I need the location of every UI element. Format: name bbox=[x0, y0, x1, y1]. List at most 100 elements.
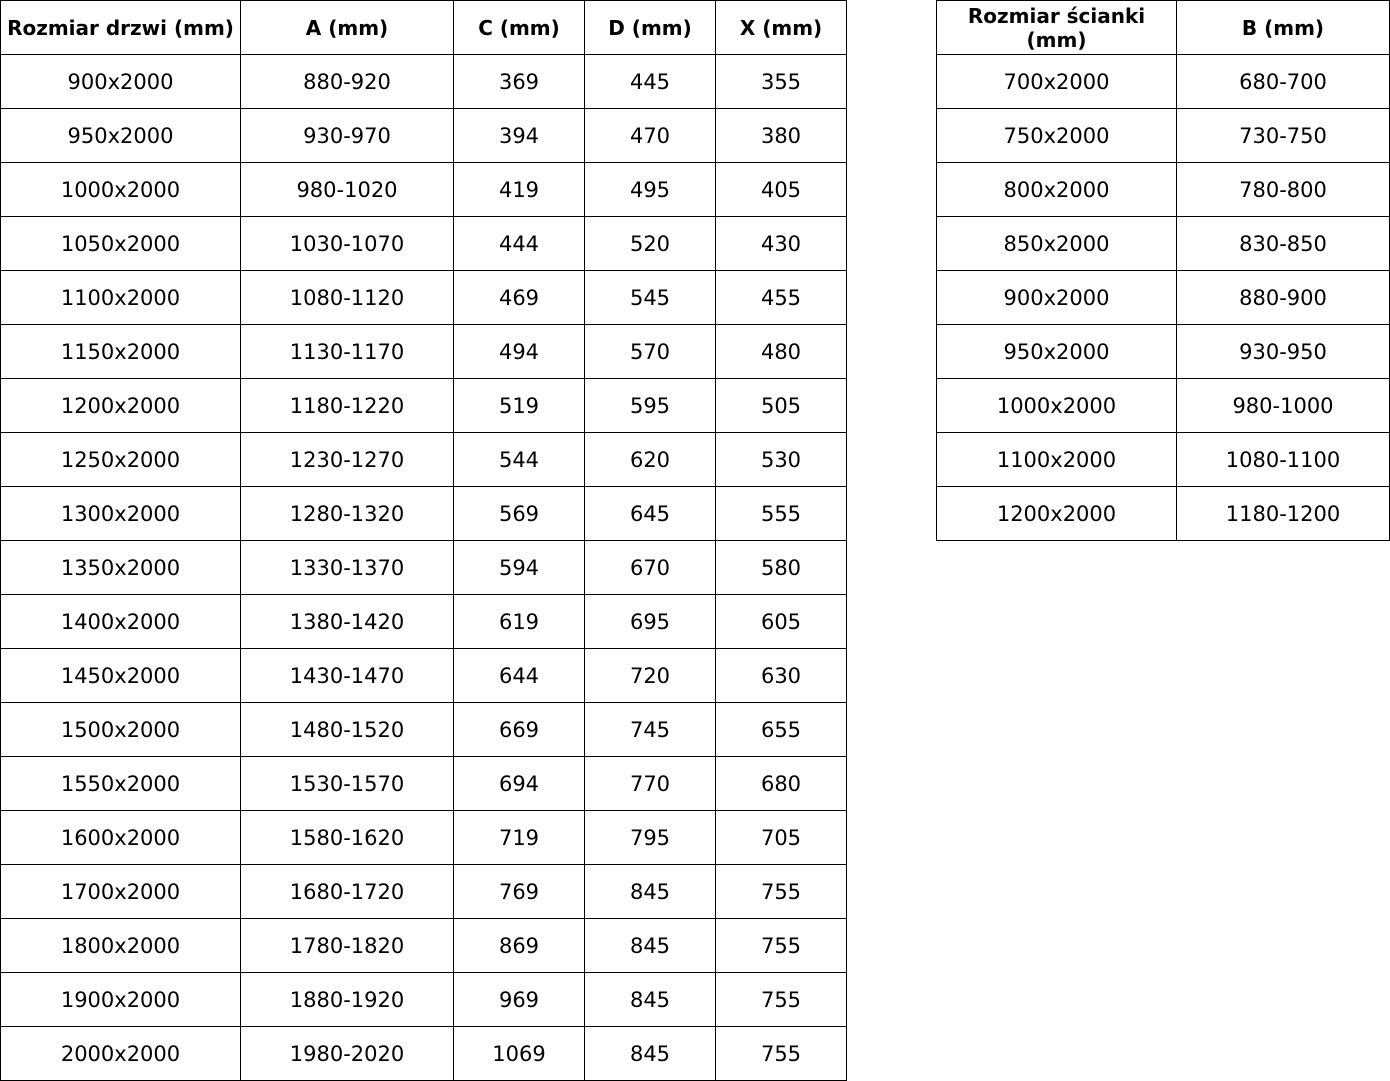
table-cell: 1280-1320 bbox=[240, 486, 454, 541]
table-cell: 719 bbox=[453, 810, 585, 865]
table-cell: 394 bbox=[453, 108, 585, 163]
table-cell: 480 bbox=[715, 324, 847, 379]
table-cell: 880-920 bbox=[240, 54, 454, 109]
table-cell: 1780-1820 bbox=[240, 918, 454, 973]
table-cell: 680-700 bbox=[1176, 54, 1390, 109]
table-cell: 1580-1620 bbox=[240, 810, 454, 865]
table-cell: 1300x2000 bbox=[0, 486, 241, 541]
table-cell: 419 bbox=[453, 162, 585, 217]
table-cell: 1980-2020 bbox=[240, 1026, 454, 1081]
column-header: Rozmiar drzwi (mm) bbox=[0, 0, 241, 55]
table-cell: 645 bbox=[584, 486, 716, 541]
table-cell: 444 bbox=[453, 216, 585, 271]
table-cell: 695 bbox=[584, 594, 716, 649]
table-cell: 1069 bbox=[453, 1026, 585, 1081]
table-cell: 1100x2000 bbox=[0, 270, 241, 325]
table-row: 1500x2000 1480-1520 669 745 655 bbox=[0, 702, 847, 757]
table-row: 1250x2000 1230-1270 544 620 530 bbox=[0, 432, 847, 487]
table-cell: 1700x2000 bbox=[0, 864, 241, 919]
table-cell: 1200x2000 bbox=[0, 378, 241, 433]
table-cell: 1150x2000 bbox=[0, 324, 241, 379]
table-row: 1600x2000 1580-1620 719 795 705 bbox=[0, 810, 847, 865]
table-cell: 1130-1170 bbox=[240, 324, 454, 379]
table-row: 1450x2000 1430-1470 644 720 630 bbox=[0, 648, 847, 703]
table-cell: 520 bbox=[584, 216, 716, 271]
table-cell: 694 bbox=[453, 756, 585, 811]
table-cell: 745 bbox=[584, 702, 716, 757]
column-header: X (mm) bbox=[715, 0, 847, 55]
table-cell: 1250x2000 bbox=[0, 432, 241, 487]
table-cell: 1400x2000 bbox=[0, 594, 241, 649]
table-cell: 830-850 bbox=[1176, 216, 1390, 271]
table-row: 700x2000 680-700 bbox=[936, 54, 1390, 109]
table-cell: 605 bbox=[715, 594, 847, 649]
table-row: 1300x2000 1280-1320 569 645 555 bbox=[0, 486, 847, 541]
table-cell: 845 bbox=[584, 972, 716, 1027]
table-cell: 569 bbox=[453, 486, 585, 541]
table-cell: 1180-1220 bbox=[240, 378, 454, 433]
table-cell: 950x2000 bbox=[0, 108, 241, 163]
table-cell: 1680-1720 bbox=[240, 864, 454, 919]
table-cell: 470 bbox=[584, 108, 716, 163]
table-cell: 669 bbox=[453, 702, 585, 757]
table-cell: 980-1020 bbox=[240, 162, 454, 217]
table-cell: 555 bbox=[715, 486, 847, 541]
table-cell: 845 bbox=[584, 864, 716, 919]
table-cell: 430 bbox=[715, 216, 847, 271]
table-cell: 795 bbox=[584, 810, 716, 865]
table-cell: 750x2000 bbox=[936, 108, 1177, 163]
table-row: 1100x2000 1080-1120 469 545 455 bbox=[0, 270, 847, 325]
table-cell: 494 bbox=[453, 324, 585, 379]
table-row: 1050x2000 1030-1070 444 520 430 bbox=[0, 216, 847, 271]
table-cell: 355 bbox=[715, 54, 847, 109]
column-header: A (mm) bbox=[240, 0, 454, 55]
table-cell: 495 bbox=[584, 162, 716, 217]
table-cell: 445 bbox=[584, 54, 716, 109]
table-cell: 730-750 bbox=[1176, 108, 1390, 163]
table-cell: 519 bbox=[453, 378, 585, 433]
table-cell: 595 bbox=[584, 378, 716, 433]
table-cell: 800x2000 bbox=[936, 162, 1177, 217]
table-row: 1100x2000 1080-1100 bbox=[936, 432, 1390, 487]
table-row: 850x2000 830-850 bbox=[936, 216, 1390, 271]
table-cell: 505 bbox=[715, 378, 847, 433]
table-cell: 2000x2000 bbox=[0, 1026, 241, 1081]
table-cell: 580 bbox=[715, 540, 847, 595]
table-row: 1800x2000 1780-1820 869 845 755 bbox=[0, 918, 847, 973]
table-row: 1400x2000 1380-1420 619 695 605 bbox=[0, 594, 847, 649]
table-row: 1550x2000 1530-1570 694 770 680 bbox=[0, 756, 847, 811]
table-cell: 900x2000 bbox=[936, 270, 1177, 325]
table-cell: 1900x2000 bbox=[0, 972, 241, 1027]
table-row: 1200x2000 1180-1200 bbox=[936, 486, 1390, 541]
table-cell: 680 bbox=[715, 756, 847, 811]
table-row: 1900x2000 1880-1920 969 845 755 bbox=[0, 972, 847, 1027]
table-cell: 405 bbox=[715, 162, 847, 217]
table-cell: 1330-1370 bbox=[240, 540, 454, 595]
table-cell: 845 bbox=[584, 1026, 716, 1081]
table-cell: 1600x2000 bbox=[0, 810, 241, 865]
table-cell: 769 bbox=[453, 864, 585, 919]
table-row: 950x2000 930-950 bbox=[936, 324, 1390, 379]
table-row: 1000x2000 980-1020 419 495 405 bbox=[0, 162, 847, 217]
table-cell: 1180-1200 bbox=[1176, 486, 1390, 541]
column-header: B (mm) bbox=[1176, 0, 1390, 55]
table-cell: 1000x2000 bbox=[936, 378, 1177, 433]
header-row: Rozmiar ścianki (mm) B (mm) bbox=[936, 0, 1390, 55]
table-cell: 369 bbox=[453, 54, 585, 109]
wall-sizes-table: Rozmiar ścianki (mm) B (mm) 700x2000 680-70… bbox=[936, 0, 1390, 541]
table-cell: 455 bbox=[715, 270, 847, 325]
table-cell: 1500x2000 bbox=[0, 702, 241, 757]
table-cell: 1080-1120 bbox=[240, 270, 454, 325]
table-cell: 755 bbox=[715, 972, 847, 1027]
table-cell: 1380-1420 bbox=[240, 594, 454, 649]
table-cell: 1550x2000 bbox=[0, 756, 241, 811]
table-cell: 1450x2000 bbox=[0, 648, 241, 703]
column-header: Rozmiar ścianki (mm) bbox=[936, 0, 1177, 55]
table-cell: 1030-1070 bbox=[240, 216, 454, 271]
table-cell: 1880-1920 bbox=[240, 972, 454, 1027]
table-row: 900x2000 880-900 bbox=[936, 270, 1390, 325]
table-row: 2000x2000 1980-2020 1069 845 755 bbox=[0, 1026, 847, 1081]
table-cell: 594 bbox=[453, 540, 585, 595]
table-cell: 980-1000 bbox=[1176, 378, 1390, 433]
table-cell: 670 bbox=[584, 540, 716, 595]
